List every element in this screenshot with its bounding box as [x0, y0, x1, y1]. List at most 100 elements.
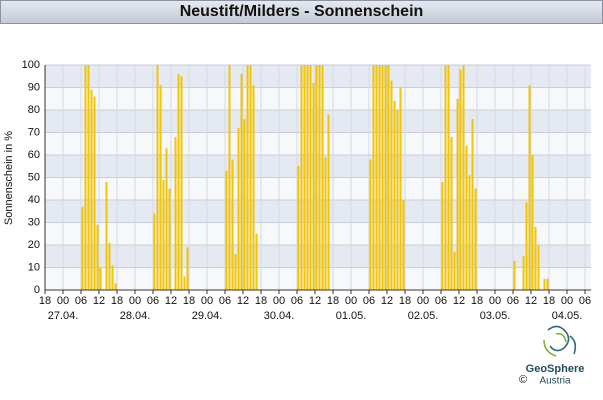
y-tick-label: 50	[28, 171, 40, 183]
bar	[525, 202, 528, 290]
bar	[375, 65, 378, 290]
bands	[44, 64, 591, 291]
x-tick-label: 18	[183, 295, 195, 307]
y-tick-label: 60	[28, 149, 40, 161]
x-tick-label: 06	[435, 295, 447, 307]
bar	[543, 278, 546, 290]
x-tick-label: 06	[579, 295, 591, 307]
x-tick-label: 18	[399, 295, 411, 307]
x-tick-label: 00	[129, 295, 141, 307]
logo-icon	[569, 335, 577, 355]
x-tick-label: 18	[255, 295, 267, 307]
bar	[234, 254, 237, 290]
y-tick-label: 90	[28, 81, 40, 93]
x-tick-label: 00	[273, 295, 285, 307]
x-tick-label: 06	[507, 295, 519, 307]
date-label: 03.05.	[480, 310, 511, 322]
x-tick-label: 00	[57, 295, 69, 307]
bar	[153, 213, 156, 290]
bar	[471, 119, 474, 290]
bar	[297, 166, 300, 290]
bar	[108, 242, 111, 290]
x-tick-label: 18	[111, 295, 123, 307]
logo-icon	[547, 325, 570, 352]
x-tick-label: 06	[75, 295, 87, 307]
bar	[303, 65, 306, 290]
bar	[321, 65, 324, 290]
bar	[174, 137, 177, 290]
bar	[378, 65, 381, 290]
bar	[246, 65, 249, 290]
logo-icon	[555, 332, 567, 343]
bar	[114, 283, 117, 290]
bar	[456, 98, 459, 290]
x-tick-label: 00	[201, 295, 213, 307]
bar	[87, 65, 90, 290]
bar	[462, 65, 465, 290]
bar	[96, 224, 99, 290]
bar	[444, 65, 447, 290]
bar	[228, 65, 231, 290]
bar	[465, 146, 468, 290]
x-tick-label: 12	[93, 295, 105, 307]
band	[45, 65, 591, 88]
x-tick-label: 00	[345, 295, 357, 307]
bar	[99, 267, 102, 290]
bar	[249, 65, 252, 290]
band	[45, 110, 591, 133]
bar	[546, 278, 549, 290]
bar	[390, 80, 393, 290]
x-tick-label: 12	[237, 295, 249, 307]
bar	[381, 65, 384, 290]
bar	[513, 260, 516, 290]
x-tick-label: 00	[489, 295, 501, 307]
bar	[369, 159, 372, 290]
x-tick-label: 18	[543, 295, 555, 307]
bar	[237, 128, 240, 290]
x-tick-label: 06	[219, 295, 231, 307]
x-tick-label: 12	[381, 295, 393, 307]
bar	[399, 87, 402, 290]
bar	[93, 96, 96, 290]
bar	[396, 110, 399, 290]
bar	[393, 101, 396, 290]
bar	[231, 159, 234, 290]
y-tick-label: 40	[28, 194, 40, 206]
bar	[306, 65, 309, 290]
bar	[162, 179, 165, 290]
bar	[372, 65, 375, 290]
bar	[243, 119, 246, 290]
x-tick-label: 06	[363, 295, 375, 307]
bar	[180, 76, 183, 290]
x-tick-label: 00	[417, 295, 429, 307]
bar	[453, 251, 456, 290]
y-tick-label: 80	[28, 104, 40, 116]
bar	[111, 265, 114, 290]
y-tick-label: 70	[28, 126, 40, 138]
bar	[183, 276, 186, 290]
bar	[531, 155, 534, 290]
bar	[159, 85, 162, 290]
logo-sub: Austria	[539, 376, 571, 387]
date-label: 29.04.	[192, 310, 223, 322]
bar	[402, 200, 405, 290]
logo-name: GeoSphere	[526, 363, 585, 375]
copyright: ©	[519, 374, 527, 386]
x-tick-label: 12	[165, 295, 177, 307]
band	[45, 200, 591, 223]
x-tick-label: 06	[291, 295, 303, 307]
bar	[252, 85, 255, 290]
date-label: 30.04.	[264, 310, 295, 322]
band	[45, 155, 591, 178]
y-tick-label: 30	[28, 216, 40, 228]
x-tick-label: 18	[471, 295, 483, 307]
bar	[240, 74, 243, 290]
bar	[474, 188, 477, 290]
logo-icon	[543, 339, 557, 357]
date-label: 02.05.	[408, 310, 439, 322]
bar	[315, 65, 318, 290]
bar	[534, 227, 537, 290]
bar	[168, 188, 171, 290]
bar	[255, 233, 258, 290]
